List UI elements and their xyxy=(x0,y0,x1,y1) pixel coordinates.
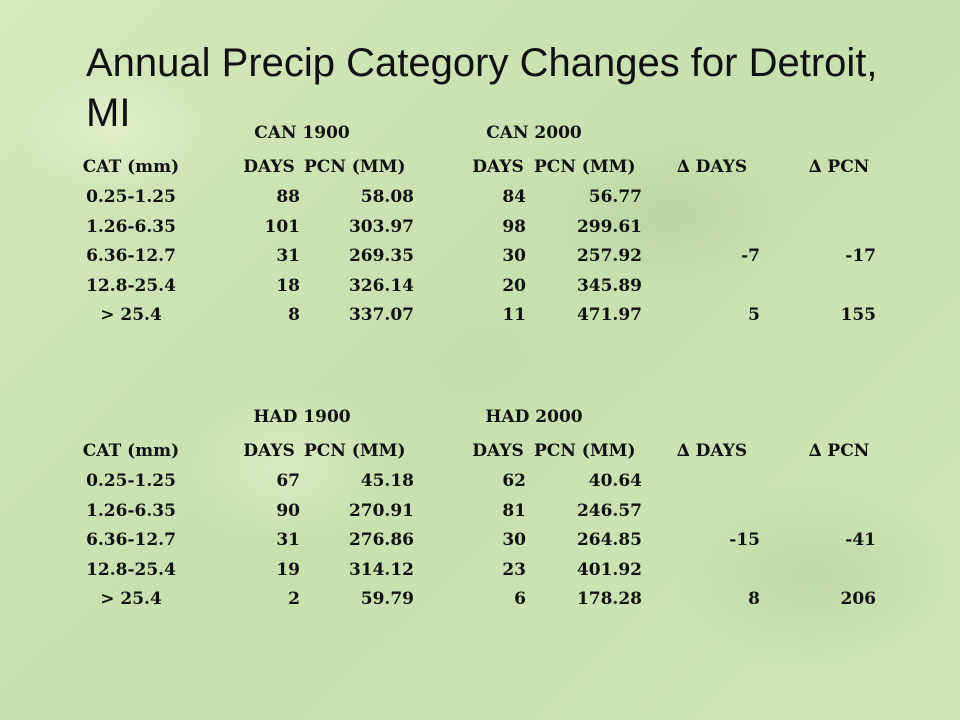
table-cell-cat: 12.8-25.4 xyxy=(86,559,176,580)
period-label: HAD 2000 xyxy=(485,407,583,427)
period-label: CAN 1900 xyxy=(254,123,350,143)
table-cell-delta-pcn: 155 xyxy=(840,305,877,325)
table-cell-days2: 62 xyxy=(502,471,526,491)
table-cell-pcn1: 303.97 xyxy=(348,216,414,237)
table-cell-pcn1: 326.14 xyxy=(348,275,414,296)
table-cell-pcn1: 337.07 xyxy=(348,305,414,325)
column-header-delta-days: ∆ DAYS xyxy=(676,441,748,461)
table-cell-pcn2: 401.92 xyxy=(576,559,642,580)
column-header-delta-pcn: ∆ PCN xyxy=(808,441,870,461)
table-cell-cat: 12.8-25.4 xyxy=(86,275,176,296)
column-header-pcn1: PCN (MM) xyxy=(304,157,406,177)
table-cell-pcn2: 345.89 xyxy=(576,275,642,296)
table-cell-days1: 2 xyxy=(288,589,300,609)
table-cell-cat: > 25.4 xyxy=(100,589,162,609)
table-cell-days2: 23 xyxy=(502,559,526,580)
column-header-days1: DAYS xyxy=(243,441,295,461)
table-cell-pcn1: 45.18 xyxy=(360,471,414,491)
slide-title: Annual Precip Category Changes for Detro… xyxy=(86,41,878,135)
table-cell-delta-pcn: -41 xyxy=(845,530,876,550)
column-header-cat: CAT (mm) xyxy=(82,441,180,461)
table-cell-days2: 30 xyxy=(502,246,526,266)
column-header-days2: DAYS xyxy=(472,441,524,461)
table-cell-cat: > 25.4 xyxy=(100,305,162,325)
table-cell-delta-pcn: 206 xyxy=(840,589,877,609)
table-cell-days1: 88 xyxy=(276,187,300,207)
table-cell-days2: 84 xyxy=(502,187,526,207)
table-cell-cat: 1.26-6.35 xyxy=(86,216,176,237)
table-cell-pcn2: 299.61 xyxy=(576,216,642,237)
period-label: CAN 2000 xyxy=(486,123,582,143)
table-cell-pcn1: 269.35 xyxy=(348,246,414,266)
table-cell-cat: 6.36-12.7 xyxy=(86,246,176,266)
table-cell-delta-days: 8 xyxy=(748,589,760,609)
table-cell-pcn2: 246.57 xyxy=(576,500,642,521)
table-cell-days2: 6 xyxy=(514,589,526,609)
table-cell-days2: 20 xyxy=(502,275,526,296)
table-cell-pcn2: 56.77 xyxy=(588,187,642,207)
table-cell-pcn2: 264.85 xyxy=(576,530,642,550)
table-cell-cat: 0.25-1.25 xyxy=(86,187,176,207)
table-cell-days2: 81 xyxy=(502,500,526,521)
table-cell-pcn2: 40.64 xyxy=(588,471,642,491)
table-cell-pcn1: 270.91 xyxy=(348,500,414,521)
column-header-delta-days: ∆ DAYS xyxy=(676,157,748,177)
table-cell-pcn2: 257.92 xyxy=(576,246,642,266)
table-cell-cat: 6.36-12.7 xyxy=(86,530,176,550)
column-header-pcn1: PCN (MM) xyxy=(304,441,406,461)
table-cell-days1: 18 xyxy=(276,275,300,296)
column-header-delta-pcn: ∆ PCN xyxy=(808,157,870,177)
table-cell-pcn1: 59.79 xyxy=(360,589,414,609)
table-cell-days1: 90 xyxy=(276,500,300,521)
table-cell-pcn1: 276.86 xyxy=(348,530,414,550)
table-cell-pcn1: 58.08 xyxy=(360,187,414,207)
column-header-days1: DAYS xyxy=(243,157,295,177)
table-cell-pcn2: 471.97 xyxy=(576,305,642,325)
table-cell-cat: 0.25-1.25 xyxy=(86,471,176,491)
table-cell-days2: 98 xyxy=(502,216,526,237)
table-cell-days1: 101 xyxy=(264,216,301,237)
table-cell-days1: 31 xyxy=(276,246,300,266)
table-cell-pcn2: 178.28 xyxy=(576,589,642,609)
column-header-pcn2: PCN (MM) xyxy=(534,441,636,461)
table-cell-cat: 1.26-6.35 xyxy=(86,500,176,521)
table-cell-delta-days: -15 xyxy=(729,530,760,550)
table-cell-delta-pcn: -17 xyxy=(845,246,876,266)
column-header-cat: CAT (mm) xyxy=(82,157,180,177)
column-header-pcn2: PCN (MM) xyxy=(534,157,636,177)
table-cell-pcn1: 314.12 xyxy=(348,559,414,580)
table-cell-delta-days: -7 xyxy=(741,246,760,266)
table-cell-days1: 19 xyxy=(276,559,300,580)
table-cell-days1: 31 xyxy=(276,530,300,550)
table-cell-days2: 11 xyxy=(502,305,526,325)
table-cell-delta-days: 5 xyxy=(748,305,760,325)
table-cell-days2: 30 xyxy=(502,530,526,550)
table-cell-days1: 67 xyxy=(276,471,300,491)
column-header-days2: DAYS xyxy=(472,157,524,177)
period-label: HAD 1900 xyxy=(253,407,351,427)
table-cell-days1: 8 xyxy=(288,305,300,325)
